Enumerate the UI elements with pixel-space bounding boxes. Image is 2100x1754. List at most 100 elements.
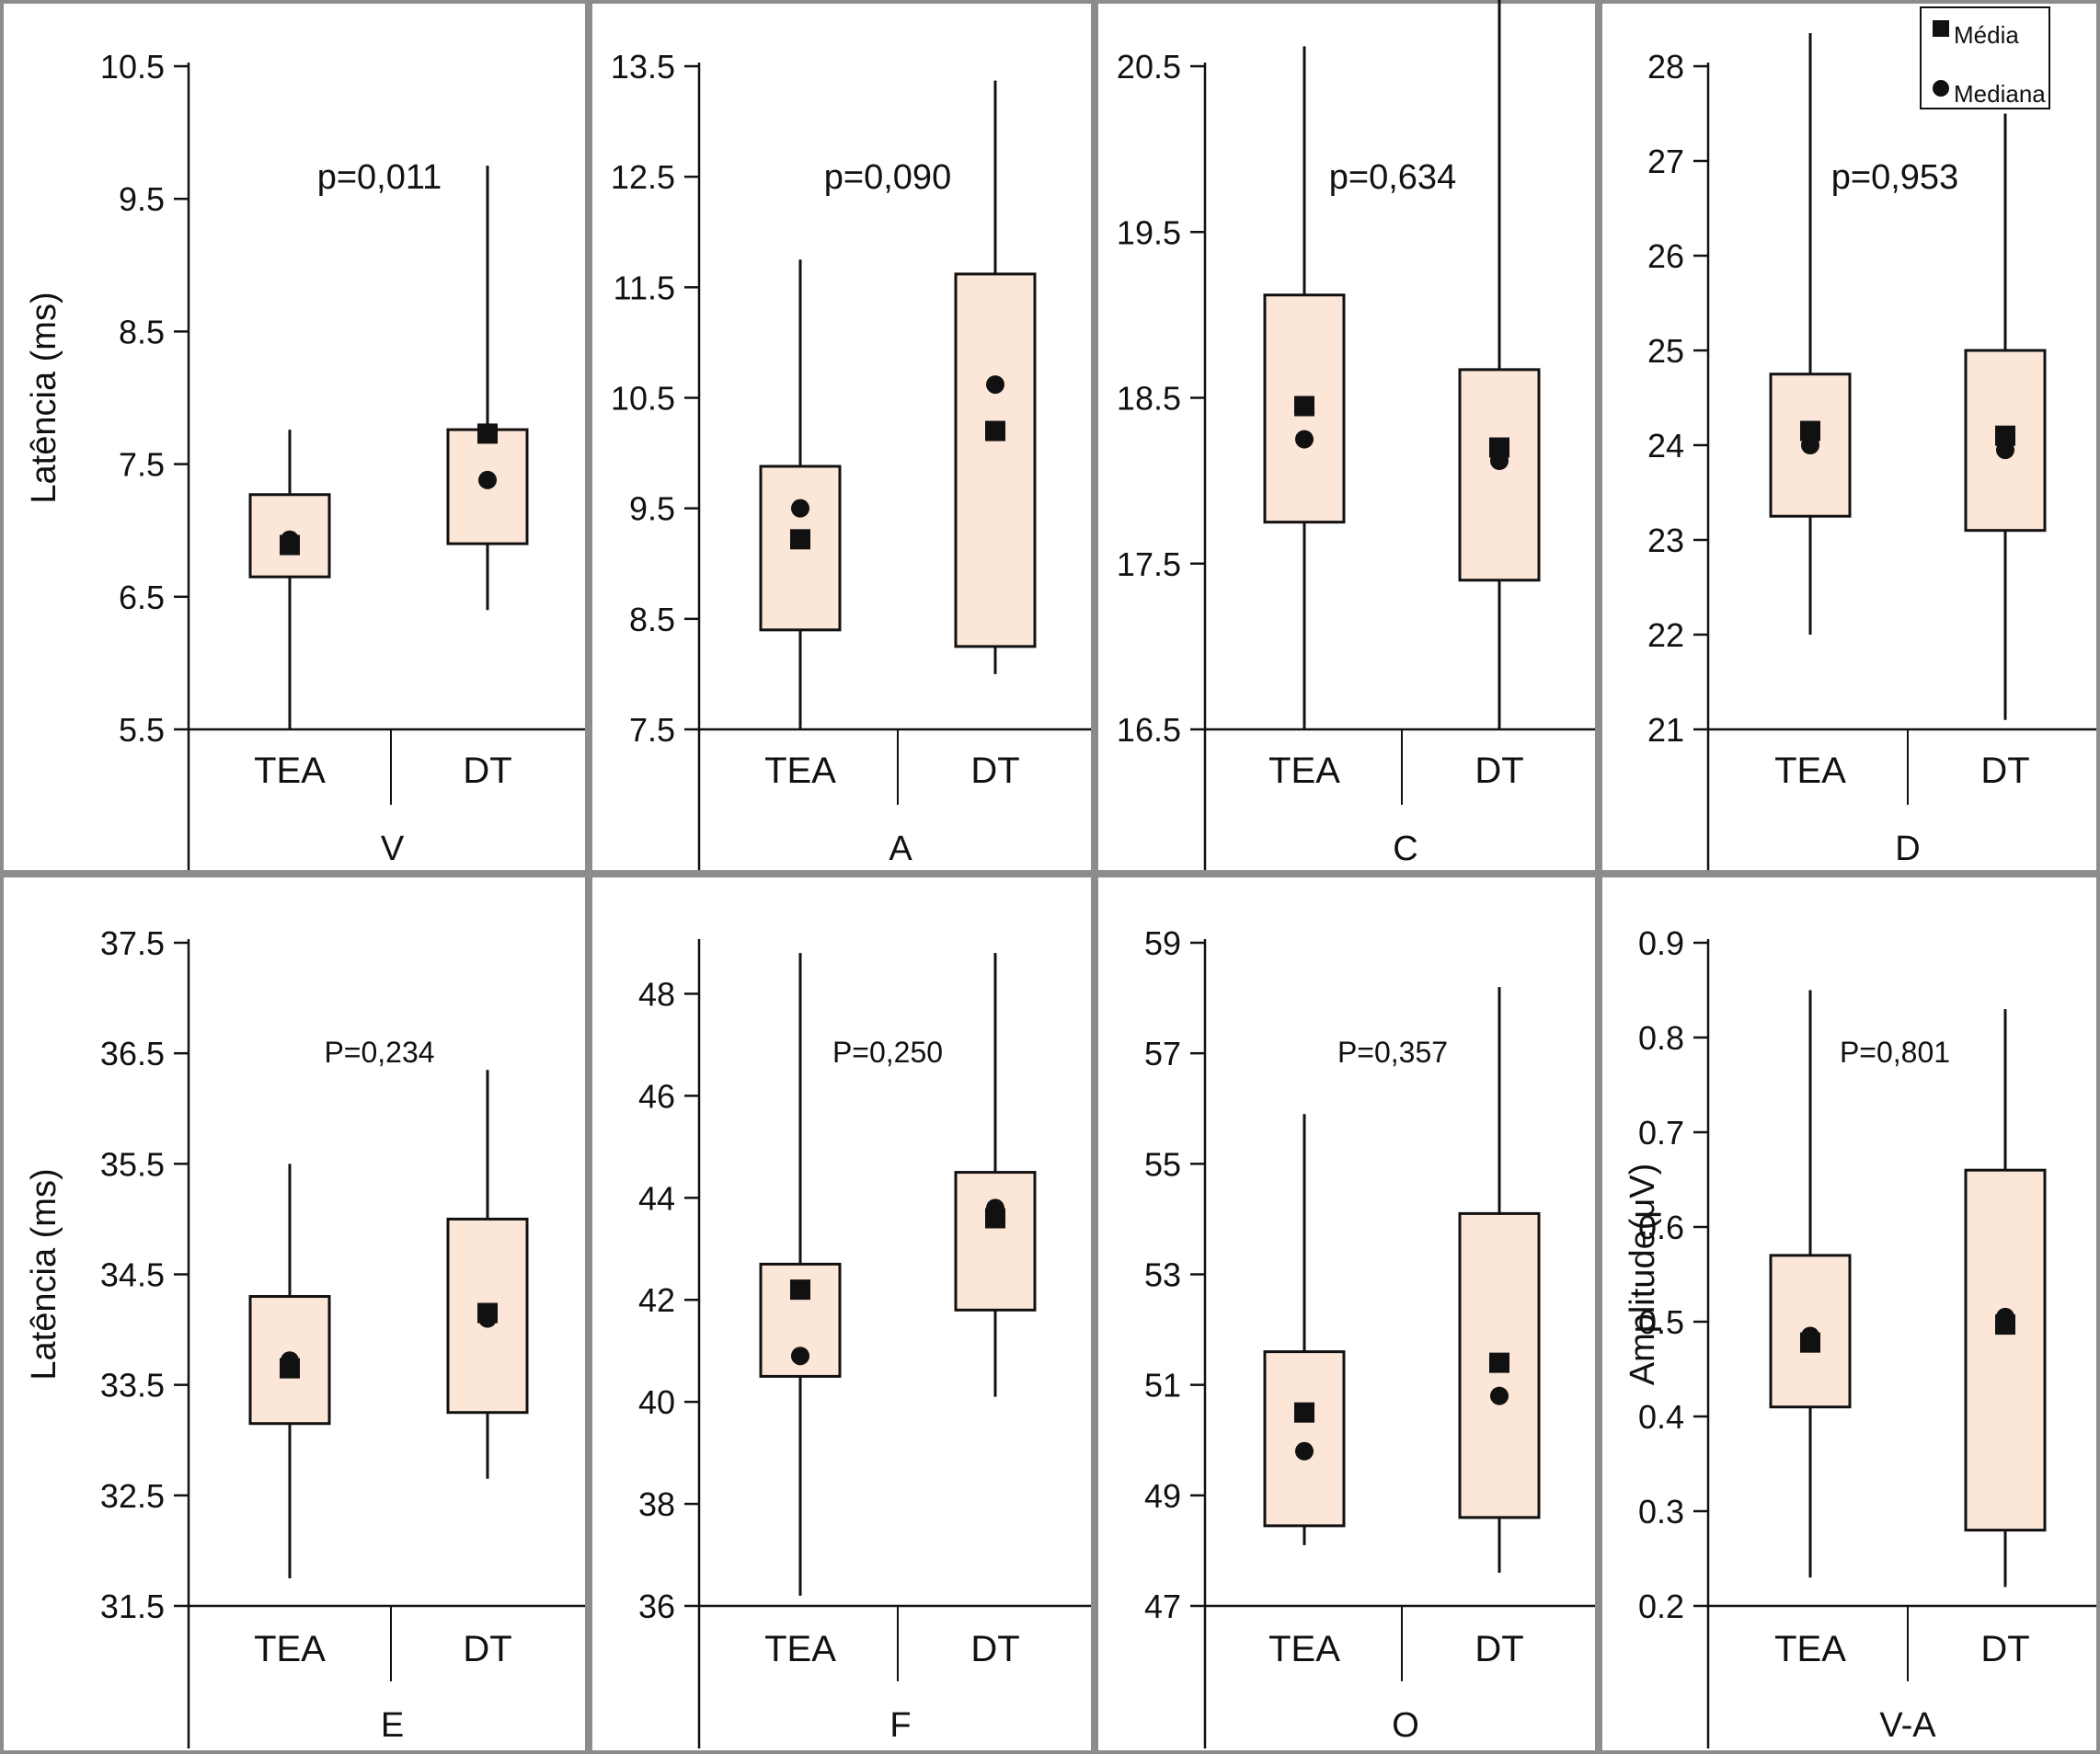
y-tick-label: 10.5 — [100, 48, 165, 86]
panel-o: 47 49 51 53 55 57 59 TEA DT O P=0,357 — [1144, 924, 1595, 1748]
mean-marker — [1294, 1402, 1314, 1423]
boxplot-tea — [1263, 1114, 1346, 1545]
y-tick-label: 55 — [1144, 1145, 1181, 1183]
p-value-annotation: P=0,250 — [832, 1036, 943, 1069]
mean-marker — [1489, 437, 1509, 458]
median-marker — [986, 375, 1004, 395]
box-iqr — [954, 272, 1037, 648]
y-tick-label: 32.5 — [100, 1477, 165, 1515]
y-tick-label: 57 — [1144, 1035, 1181, 1072]
panel-label: A — [889, 830, 912, 868]
category-label: TEA — [1774, 1629, 1846, 1669]
y-tick-label: 8.5 — [629, 601, 675, 638]
p-value-annotation: p=0,090 — [824, 158, 951, 197]
y-tick-label: 22 — [1647, 616, 1684, 654]
category-label: TEA — [254, 751, 326, 791]
p-value-annotation: p=0,634 — [1329, 158, 1456, 197]
mean-marker — [477, 1302, 498, 1324]
boxplot-tea — [248, 1164, 331, 1578]
y-tick-label: 0.4 — [1638, 1398, 1684, 1436]
y-tick-label: 5.5 — [119, 711, 165, 749]
p-value-annotation: P=0,801 — [1840, 1036, 1950, 1069]
y-tick-label: 34.5 — [100, 1256, 165, 1294]
y-tick-label: 6.5 — [119, 579, 165, 616]
boxplot-tea — [1769, 990, 1852, 1578]
y-tick-label: 0.2 — [1638, 1588, 1684, 1625]
mean-marker — [1995, 1314, 2015, 1336]
median-marker — [1490, 1386, 1509, 1405]
median-marker — [791, 499, 809, 518]
category-label: DT — [1475, 751, 1523, 791]
y-tick-label: 12.5 — [611, 158, 675, 196]
y-tick-label: 9.5 — [629, 490, 675, 528]
mean-marker — [1294, 396, 1314, 417]
boxplot-dt — [446, 1070, 529, 1479]
panel-v-a: 0.2 0.3 0.4 0.5 0.6 0.7 0.8 0.9 Amplitude(μV) TEA… — [1624, 924, 2096, 1748]
y-tick-label: 36.5 — [100, 1035, 165, 1072]
p-value-annotation: p=0,011 — [317, 158, 442, 197]
y-tick-label: 11.5 — [614, 269, 675, 306]
category-label: DT — [970, 1629, 1019, 1669]
y-tick-label: 27 — [1647, 143, 1684, 180]
panel-label: D — [1895, 830, 1920, 868]
mean-marker — [1995, 425, 2015, 446]
mean-marker — [1489, 1352, 1509, 1373]
y-tick-label: 44 — [638, 1179, 675, 1217]
mean-marker — [280, 1358, 300, 1379]
mean-marker — [790, 529, 810, 550]
box-iqr — [1263, 1350, 1346, 1528]
y-tick-label: 7.5 — [119, 446, 165, 484]
y-tick-label: 31.5 — [100, 1588, 165, 1625]
category-label: DT — [1980, 1629, 2029, 1669]
y-tick-label: 38 — [638, 1485, 675, 1523]
mean-marker — [790, 1279, 810, 1301]
y-tick-label: 26 — [1647, 237, 1684, 275]
y-tick-label: 53 — [1144, 1256, 1181, 1294]
y-tick-label: 47 — [1144, 1588, 1181, 1625]
box-iqr — [1769, 373, 1852, 518]
mean-marker — [1800, 420, 1820, 441]
y-tick-label: 59 — [1144, 924, 1181, 962]
y-tick-label: 36 — [638, 1588, 675, 1625]
y-tick-label: 25 — [1647, 332, 1684, 370]
boxplot-dt — [954, 80, 1037, 674]
median-marker — [1295, 1441, 1314, 1461]
y-tick-label: 48 — [638, 975, 675, 1013]
panel-c: 16.5 17.5 18.5 19.5 20.5 TEA DT Cp=0,634 — [1117, 0, 1595, 870]
mean-marker — [477, 423, 498, 444]
p-value-annotation: P=0,234 — [324, 1036, 434, 1069]
panel-f: 36 38 40 42 44 46 48 TEA DT F P=0,250 — [638, 939, 1091, 1748]
y-tick-label: 21 — [1647, 711, 1684, 749]
legend: Média Mediana — [1920, 6, 2050, 109]
panel-label: V-A — [1879, 1706, 1936, 1745]
category-label: DT — [463, 751, 511, 791]
category-label: DT — [1475, 1629, 1523, 1669]
boxplot-dt — [1458, 0, 1541, 729]
y-tick-label: 19.5 — [1117, 213, 1181, 251]
y-axis-label: Latência (ms) — [25, 1168, 63, 1380]
boxplot-dt — [446, 166, 529, 611]
category-label: TEA — [1268, 1629, 1340, 1669]
y-tick-label: 40 — [638, 1383, 675, 1421]
category-label: TEA — [764, 751, 836, 791]
y-tick-label: 18.5 — [1117, 380, 1181, 418]
median-marker — [1295, 430, 1314, 449]
y-tick-label: 16.5 — [1117, 711, 1181, 749]
y-tick-label: 13.5 — [611, 48, 675, 86]
panel-label: O — [1392, 1706, 1419, 1745]
box-iqr — [954, 1171, 1037, 1312]
y-tick-label: 9.5 — [119, 180, 165, 218]
category-label: DT — [463, 1629, 511, 1669]
mean-marker — [280, 534, 300, 556]
y-tick-label: 42 — [638, 1281, 675, 1319]
y-tick-label: 0.7 — [1638, 1114, 1684, 1152]
category-label: TEA — [254, 1629, 326, 1669]
y-tick-label: 51 — [1144, 1367, 1181, 1404]
y-tick-label: 8.5 — [119, 313, 165, 350]
category-label: DT — [1980, 751, 2029, 791]
panel-v: 5.5 6.5 7.5 8.5 9.5 10.5 Latência (ms) TEA DT Vp=… — [25, 48, 585, 870]
boxplot-tea — [1263, 46, 1346, 729]
boxplot-dt — [1964, 1009, 2047, 1588]
boxplot-tea — [759, 259, 842, 729]
